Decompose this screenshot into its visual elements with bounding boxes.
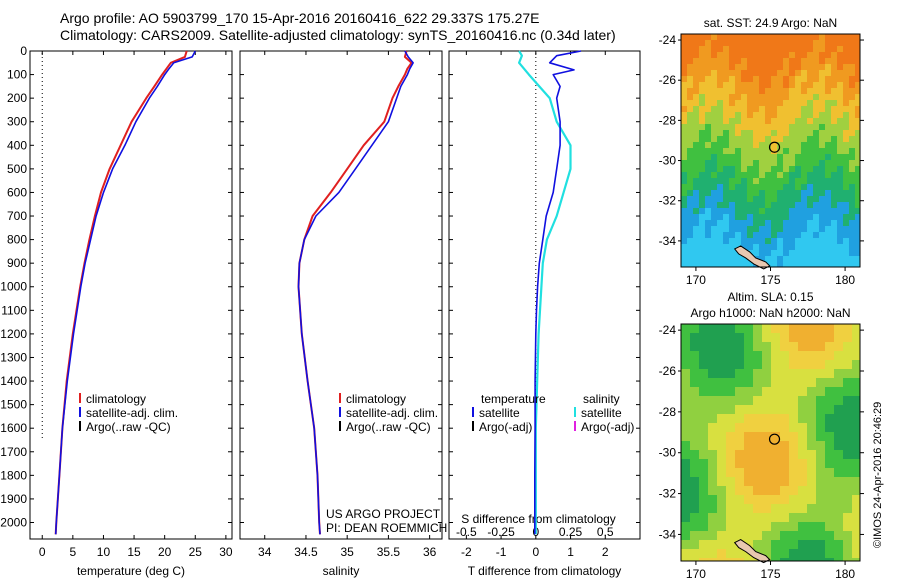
y-tick-label: 1600 bbox=[0, 421, 27, 435]
sst-map bbox=[681, 34, 860, 267]
x-axis-label: temperature (deg C) bbox=[77, 564, 185, 578]
y-tick-label: 100 bbox=[7, 68, 27, 82]
y-tick-label: 2000 bbox=[0, 515, 27, 529]
map-y-tick-label: -34 bbox=[659, 234, 677, 248]
plot-title-line-2: Climatology: CARS2009. Satellite-adjuste… bbox=[60, 27, 616, 43]
map-y-tick-label: -30 bbox=[659, 154, 677, 168]
y-tick-label: 500 bbox=[7, 162, 27, 176]
sla-map bbox=[681, 324, 860, 561]
argo-position-marker bbox=[768, 433, 781, 445]
y-tick-label: 200 bbox=[7, 91, 27, 105]
legend-label: satellite bbox=[479, 406, 520, 420]
x-tick-label: 30 bbox=[219, 545, 233, 559]
map-y-tick-label: -32 bbox=[659, 194, 677, 208]
map-x-tick-label: 175 bbox=[760, 273, 780, 287]
map-y-tick-label: -24 bbox=[659, 323, 677, 337]
y-tick-label: 1400 bbox=[0, 374, 27, 388]
legend-label: satellite-adj. clim. bbox=[346, 406, 438, 420]
y-tick-label: 400 bbox=[7, 138, 27, 152]
secondary-x-tick-label: -0.25 bbox=[487, 525, 515, 539]
legend-label: Argo(..raw -QC) bbox=[346, 420, 431, 434]
panel-frame-3 bbox=[448, 50, 641, 540]
legend-title: salinity bbox=[583, 392, 620, 406]
legend-label: Argo(-adj) bbox=[581, 420, 634, 434]
y-tick-label: 1900 bbox=[0, 492, 27, 506]
legend-label: climatology bbox=[346, 392, 406, 406]
map-y-tick-label: -28 bbox=[659, 405, 677, 419]
map-title: Altim. SLA: 0.15 bbox=[727, 290, 813, 304]
x-tick-label: 15 bbox=[127, 545, 141, 559]
secondary-x-tick-label: 0.5 bbox=[597, 525, 614, 539]
legend-title: temperature bbox=[481, 392, 546, 406]
project-credit: PI: DEAN ROEMMICH bbox=[326, 521, 447, 535]
series-line bbox=[54, 50, 188, 535]
series-line bbox=[297, 50, 413, 535]
map-y-tick-label: -26 bbox=[659, 73, 677, 87]
map-subtitle: Argo h1000: NaN h2000: NaN bbox=[690, 306, 850, 320]
y-tick-label: 1800 bbox=[0, 468, 27, 482]
series-line bbox=[533, 50, 582, 535]
y-tick-label: 1200 bbox=[0, 327, 27, 341]
y-tick-label: 600 bbox=[7, 185, 27, 199]
x-tick-label: 35.5 bbox=[377, 545, 401, 559]
series-line bbox=[517, 50, 572, 535]
land-shape bbox=[733, 539, 771, 564]
y-tick-label: 1700 bbox=[0, 445, 27, 459]
y-tick-label: 1300 bbox=[0, 350, 27, 364]
x-axis-label: T difference from climatology bbox=[468, 564, 622, 578]
y-tick-label: 700 bbox=[7, 209, 27, 223]
map-y-tick-label: -28 bbox=[659, 113, 677, 127]
map-x-tick-label: 170 bbox=[686, 567, 706, 580]
secondary-x-tick-label: 0.25 bbox=[559, 525, 583, 539]
panel-frame-2 bbox=[239, 50, 443, 540]
legend-label: Argo(-adj) bbox=[479, 420, 532, 434]
map-title: sat. SST: 24.9 Argo: NaN bbox=[704, 16, 837, 30]
y-tick-label: 900 bbox=[7, 256, 27, 270]
map-x-tick-label: 175 bbox=[760, 567, 780, 580]
map-y-tick-label: -24 bbox=[659, 33, 677, 47]
plot-title-line-1: Argo profile: AO 5903799_170 15-Apr-2016… bbox=[60, 10, 540, 26]
series-line bbox=[297, 50, 414, 535]
x-tick-label: 2 bbox=[602, 545, 609, 559]
series-line bbox=[54, 50, 197, 535]
map-x-tick-label: 180 bbox=[835, 567, 855, 580]
x-axis-label: salinity bbox=[323, 564, 360, 578]
x-tick-label: 10 bbox=[97, 545, 111, 559]
map-y-tick-label: -30 bbox=[659, 446, 677, 460]
panel-frame-1 bbox=[29, 50, 233, 540]
x-tick-label: 25 bbox=[189, 545, 203, 559]
argo-position-marker bbox=[768, 141, 781, 153]
legend-label: satellite bbox=[581, 406, 622, 420]
y-tick-label: 1500 bbox=[0, 398, 27, 412]
x-tick-label: -2 bbox=[461, 545, 472, 559]
x-tick-label: 20 bbox=[158, 545, 172, 559]
y-tick-label: 800 bbox=[7, 233, 27, 247]
x-tick-label: -1 bbox=[496, 545, 507, 559]
legend-label: satellite-adj. clim. bbox=[86, 406, 178, 420]
x-tick-label: 35 bbox=[341, 545, 355, 559]
x-tick-label: 0 bbox=[532, 545, 539, 559]
map-y-tick-label: -32 bbox=[659, 487, 677, 501]
y-tick-label: 1100 bbox=[1, 303, 27, 317]
x-tick-label: 34.5 bbox=[294, 545, 318, 559]
legend-label: Argo(..raw -QC) bbox=[86, 420, 171, 434]
map-y-tick-label: -34 bbox=[659, 527, 677, 541]
map-y-tick-label: -26 bbox=[659, 364, 677, 378]
x-tick-label: 0 bbox=[39, 545, 46, 559]
x-tick-label: 34 bbox=[258, 545, 272, 559]
land-shape bbox=[733, 245, 771, 270]
y-tick-label: 300 bbox=[7, 115, 27, 129]
map-x-tick-label: 180 bbox=[835, 273, 855, 287]
y-tick-label: 0 bbox=[20, 44, 27, 58]
legend-label: climatology bbox=[86, 392, 146, 406]
x-tick-label: 36 bbox=[423, 545, 437, 559]
x-tick-label: 5 bbox=[70, 545, 77, 559]
secondary-x-axis-label: S difference from climatology bbox=[461, 512, 616, 526]
project-credit: US ARGO PROJECT bbox=[326, 507, 441, 521]
y-tick-label: 1000 bbox=[0, 280, 27, 294]
x-tick-label: 1 bbox=[567, 545, 574, 559]
map-x-tick-label: 170 bbox=[686, 273, 706, 287]
secondary-x-tick-label: -0.5 bbox=[456, 525, 477, 539]
